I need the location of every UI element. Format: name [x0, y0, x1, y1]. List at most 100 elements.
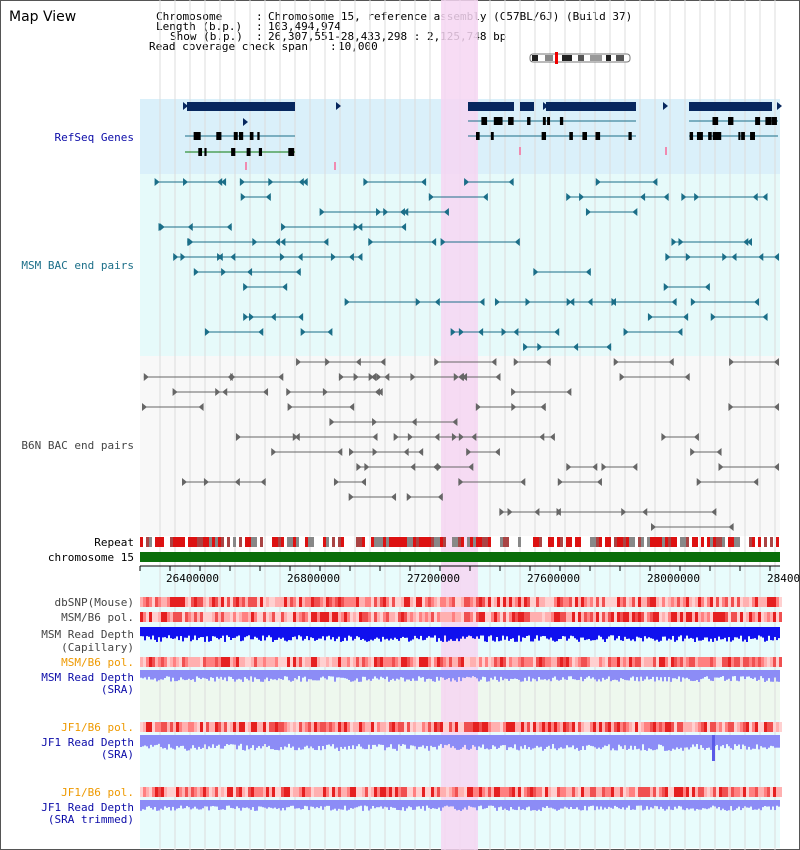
depth-bar: [334, 800, 336, 809]
heat-cell: [182, 612, 185, 622]
heat-cell: [464, 597, 467, 607]
bac-end-arrow: [221, 268, 227, 276]
depth-bar: [224, 627, 226, 642]
track-label-msm-b6-pol-2[interactable]: MSM/B6 pol.: [61, 656, 134, 669]
bac-end-arrow: [271, 448, 277, 456]
depth-bar: [490, 627, 492, 636]
heat-cell: [629, 612, 632, 622]
read-depth-tracks[interactable]: [140, 627, 780, 811]
track-label-repeat[interactable]: Repeat: [94, 536, 134, 549]
heat-cell: [191, 787, 194, 797]
depth-bar: [560, 670, 562, 680]
heat-cell: [731, 657, 734, 667]
chromosome-bar[interactable]: [140, 552, 780, 562]
bac-end-arrow: [391, 493, 397, 501]
heat-cell: [521, 787, 524, 797]
heat-cell: [194, 722, 197, 732]
b6n-bac-end-pair-features[interactable]: [142, 358, 779, 531]
depth-bar: [558, 735, 560, 749]
heat-cell: [242, 787, 245, 797]
track-label-refseq[interactable]: RefSeq Genes: [54, 131, 134, 144]
track-label-jf1-trimmed[interactable]: JF1 Read Depth: [41, 801, 134, 814]
depth-bar: [470, 800, 472, 807]
repeat-block: [632, 537, 635, 547]
depth-bar: [230, 627, 232, 641]
bac-end-arrow: [372, 418, 378, 426]
depth-bar: [448, 800, 450, 807]
depth-bar: [648, 627, 650, 638]
depth-bar: [446, 627, 448, 642]
heat-cell: [605, 612, 608, 622]
refseq-gene-features[interactable]: [183, 102, 782, 170]
heat-cell: [203, 722, 206, 732]
repeat-block: [659, 537, 662, 547]
depth-bar: [520, 800, 522, 810]
heat-cell: [737, 787, 740, 797]
repeat-track[interactable]: [140, 537, 779, 547]
heat-cell: [410, 722, 413, 732]
chromosome-info-sep: :: [256, 10, 263, 23]
depth-bar: [364, 627, 366, 641]
repeat-block: [701, 537, 704, 547]
heat-cell: [482, 612, 485, 622]
heat-cell: [452, 597, 455, 607]
depth-bar: [696, 800, 698, 809]
track-label-jf1-depth[interactable]: JF1 Read Depth: [41, 736, 134, 749]
track-label-b6n-bac[interactable]: B6N BAC end pairs: [21, 439, 134, 452]
depth-bar: [368, 735, 370, 745]
depth-bar: [528, 800, 530, 807]
heat-cell: [443, 787, 446, 797]
heat-cell: [671, 597, 674, 607]
depth-bar: [724, 735, 726, 749]
bac-end-arrow: [183, 178, 189, 186]
depth-bar: [302, 627, 304, 641]
depth-bar: [176, 627, 178, 637]
depth-bar: [572, 627, 574, 637]
bac-end-arrow: [585, 268, 591, 276]
depth-bar: [652, 627, 654, 639]
depth-bar: [544, 627, 546, 637]
track-label-msm-depth-sra[interactable]: MSM Read Depth: [41, 671, 134, 684]
heat-cell: [215, 612, 218, 622]
exon-block: [197, 132, 201, 140]
depth-bar: [604, 735, 606, 746]
depth-bar: [672, 627, 674, 636]
exon-block: [216, 132, 222, 140]
track-label-msm-depth-capillary[interactable]: MSM Read Depth: [41, 628, 134, 641]
heat-cell: [353, 612, 356, 622]
depth-bar: [400, 670, 402, 678]
heat-cell: [161, 722, 164, 732]
track-label-jf1-b6-pol[interactable]: JF1/B6 pol.: [61, 721, 134, 734]
heat-cell: [215, 787, 218, 797]
depth-bar: [504, 800, 506, 809]
heat-cell: [341, 657, 344, 667]
chromosome-ideogram[interactable]: [529, 52, 631, 64]
depth-bar: [408, 627, 410, 642]
depth-bar: [312, 627, 314, 639]
heat-cell: [728, 612, 731, 622]
track-label-msm-bac[interactable]: MSM BAC end pairs: [21, 259, 134, 272]
bac-end-arrow: [142, 403, 148, 411]
track-label-dbsnp[interactable]: dbSNP(Mouse): [54, 596, 134, 609]
depth-bar: [632, 670, 634, 677]
exon-block: [765, 117, 772, 125]
bac-end-arrow: [143, 373, 149, 381]
msm-bac-end-pair-features[interactable]: [154, 178, 779, 351]
depth-bar: [574, 627, 576, 639]
repeat-block: [437, 537, 440, 547]
depth-bar: [718, 800, 720, 808]
heatmap-tracks[interactable]: [140, 597, 782, 797]
depth-bar: [454, 627, 456, 641]
depth-bar: [528, 627, 530, 636]
highlight-region[interactable]: [441, 0, 478, 850]
bac-end-arrow: [678, 238, 684, 246]
heat-cell: [431, 657, 434, 667]
depth-bar: [656, 800, 658, 807]
heat-cell: [596, 722, 599, 732]
heat-cell: [320, 597, 323, 607]
depth-bar: [660, 627, 662, 641]
depth-bar: [492, 735, 494, 746]
track-label-jf1-b6-pol-2[interactable]: JF1/B6 pol.: [61, 786, 134, 799]
track-label-msm-b6-pol[interactable]: MSM/B6 pol.: [61, 611, 134, 624]
